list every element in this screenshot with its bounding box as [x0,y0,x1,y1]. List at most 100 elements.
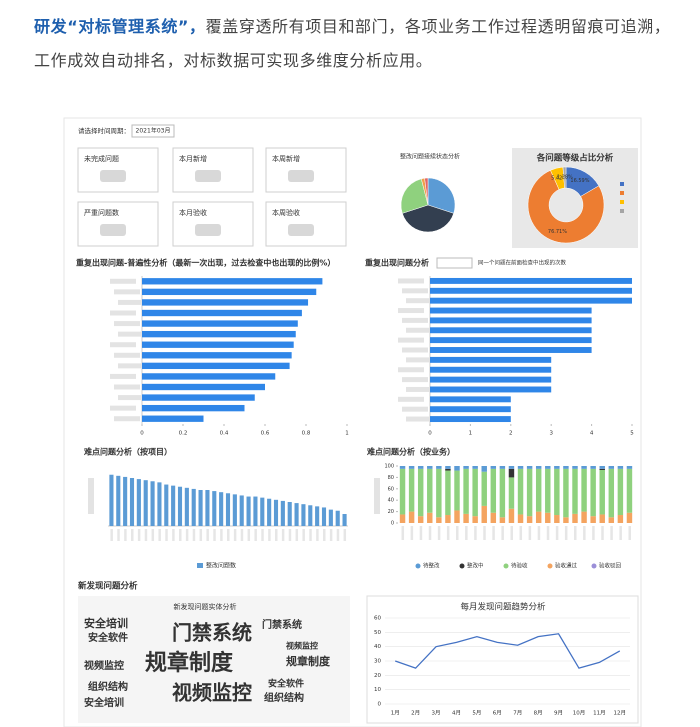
y-tick-label: 30 [374,659,381,665]
pie-slice [400,178,429,214]
legend-label: 整改中 [467,562,484,570]
label-blur [254,529,257,541]
label-blur [110,310,136,316]
bar [430,287,632,294]
legend-label: 待整改 [423,562,440,570]
bar-segment [417,516,424,523]
label-blur [268,529,271,541]
dropdown[interactable] [436,257,473,269]
x-tick-label: 4月 [452,710,461,717]
bar [328,509,333,526]
donut-label: 5.42% [551,175,567,181]
bar [301,504,306,526]
label-blur [179,529,182,541]
intro-lead: 研发“对标管理系统”， [34,17,206,36]
label-blur [114,321,140,327]
bar [239,495,244,526]
label-blur [281,529,285,541]
chart-title: 难点问题分析（按业务） [366,447,455,457]
bar [232,494,237,526]
bar-segment [572,468,578,514]
bar [142,373,276,380]
bar-segment [445,515,451,523]
label-blur [402,288,428,294]
label-blur [117,529,120,541]
bar-segment [417,466,424,469]
label-blur [619,526,622,540]
y-tick-label: 60 [374,616,381,622]
bar-segment [554,515,560,523]
label-blur [114,416,140,422]
bar [430,347,592,353]
label-blur [402,406,428,412]
y-tick-label: 0 [391,521,394,527]
label-blur [302,529,305,541]
label-blur [206,529,209,541]
bar-segment [599,468,605,470]
bar [143,480,148,526]
label-blur [492,526,495,540]
bar-segment [454,466,460,471]
x-tick-label: 7月 [513,710,522,717]
bar-segment [526,466,533,469]
label-blur [398,367,424,373]
kpi-blur [195,224,221,236]
bar-segment [490,468,497,513]
bar-segment [436,466,442,469]
word: 组织结构 [88,680,128,693]
legend-swatch [197,563,203,568]
legend-label: 待验收 [511,562,528,570]
label-blur [406,298,432,304]
chart-title: 难点问题分析（按项目） [83,447,172,457]
bar-segment [572,466,578,469]
label-blur [398,396,424,402]
bar-segment [617,515,624,523]
bar-segment [472,466,478,469]
bar [109,474,114,526]
bar [335,510,340,526]
kpi-blur [195,170,221,182]
label-blur [574,526,577,540]
donut-slice [562,166,567,189]
filter-value[interactable]: 2021年03月 [136,127,171,135]
label-blur [110,373,136,379]
label-blur [329,529,333,541]
y-tick-label: 40 [374,644,381,650]
x-tick-label: 1 [345,431,349,437]
bar [430,386,552,393]
label-blur [402,317,428,323]
bar-segment [599,514,605,523]
bar [150,481,155,526]
word: 视频监控 [172,681,252,705]
label-blur [410,526,414,540]
label-blur [240,529,244,541]
bar-segment [554,468,560,516]
bar-segment [508,508,515,523]
intro-body: 覆盖穿透所有项目和部门，各项业务工作过程透明留痕可追溯，工作成效自动排名，对标数… [34,17,671,70]
bar [142,415,204,422]
chart-title: 新发现问题实体分析 [174,602,237,611]
label-blur [465,526,468,540]
chart-title: 重复出现问题-普遍性分析（最新一次出现，过去检查中也出现的比例%） [76,258,335,268]
bar [142,288,317,296]
y-tick-label: 20 [388,509,394,515]
x-tick-label: 0.4 [220,431,229,437]
label-blur [110,278,136,284]
filter-box[interactable] [131,124,175,138]
bar-segment [427,468,433,513]
y-tick-label: 40 [388,498,394,504]
label-blur [261,529,264,541]
label-blur [406,386,432,392]
bar [430,376,552,383]
legend-label: 验收通过 [555,562,578,570]
panel [78,596,350,723]
bar [142,404,245,412]
bar [287,502,292,526]
x-tick-label: 0.6 [261,431,270,437]
line [394,633,621,669]
word: 安全软件 [88,631,128,644]
bar-segment [599,466,605,469]
bar [142,394,255,401]
bar-segment [626,466,633,469]
